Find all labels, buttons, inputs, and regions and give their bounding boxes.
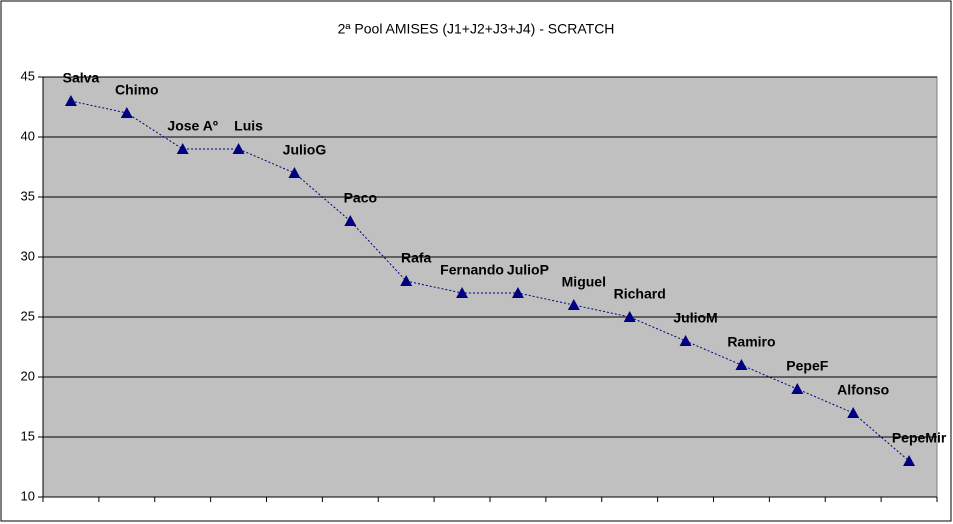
y-tick-label: 10 — [21, 488, 35, 503]
y-tick-label: 30 — [21, 248, 35, 263]
point-label: Fernando — [440, 262, 504, 278]
chart-title: 2ª Pool AMISES (J1+J2+J3+J4) - SCRATCH — [338, 21, 615, 37]
point-label: PepeF — [786, 358, 828, 374]
marker — [567, 299, 580, 310]
y-tick-label: 40 — [21, 128, 35, 143]
marker — [735, 359, 748, 370]
point-label: Luis — [234, 118, 263, 134]
marker — [344, 215, 357, 226]
marker — [847, 407, 860, 418]
point-label: Chimo — [115, 82, 159, 98]
marker — [64, 95, 77, 106]
y-tick-label: 15 — [21, 428, 35, 443]
marker — [679, 335, 692, 346]
marker — [511, 287, 524, 298]
point-label: JulioP — [507, 262, 549, 278]
point-label: Alfonso — [837, 382, 889, 398]
marker — [791, 383, 804, 394]
marker — [176, 143, 189, 154]
point-label: Salva — [63, 70, 100, 86]
point-label: JulioM — [673, 310, 717, 326]
marker — [120, 107, 133, 118]
point-label: Richard — [614, 286, 666, 302]
point-label: Ramiro — [727, 334, 775, 350]
plot-area — [42, 76, 938, 498]
y-tick-label: 35 — [21, 188, 35, 203]
marker — [456, 287, 469, 298]
marker — [232, 143, 245, 154]
y-tick-label: 25 — [21, 308, 35, 323]
point-label: Jose Aº — [167, 118, 218, 134]
point-label: Rafa — [401, 250, 432, 266]
series-line — [70, 100, 910, 462]
marker — [288, 167, 301, 178]
y-tick-label: 20 — [21, 368, 35, 383]
point-label: Paco — [344, 190, 377, 206]
marker — [400, 275, 413, 286]
marker — [623, 311, 636, 322]
y-tick-label: 45 — [21, 68, 35, 83]
point-label: PepeMir — [892, 430, 947, 446]
marker — [903, 455, 916, 466]
point-label: JulioG — [283, 142, 327, 158]
point-label: Miguel — [562, 274, 606, 290]
